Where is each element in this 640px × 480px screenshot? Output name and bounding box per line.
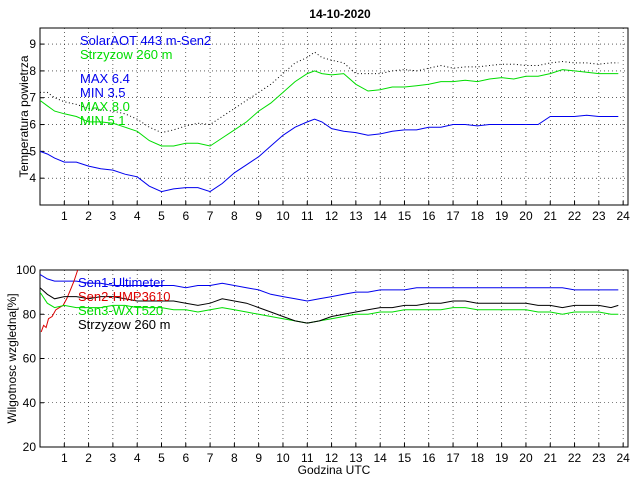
- x-tick-label: 19: [495, 209, 509, 223]
- x-tick-label: 10: [276, 451, 290, 465]
- x-tick-label: 17: [446, 451, 460, 465]
- x-tick-label: 1: [61, 209, 68, 223]
- x-tick-label: 16: [422, 209, 436, 223]
- x-tick-label: 9: [255, 451, 262, 465]
- x-tick-label: 11: [301, 451, 314, 465]
- x-tick-label: 12: [325, 209, 339, 223]
- y-tick-label: 40: [23, 396, 37, 410]
- x-tick-label: 7: [207, 451, 214, 465]
- x-tick-label: 12: [325, 451, 339, 465]
- y-tick-label: 100: [16, 263, 36, 277]
- x-tick-label: 20: [519, 451, 533, 465]
- x-tick-label: 7: [207, 209, 214, 223]
- stat-annotation: MAX 8.0: [80, 99, 130, 114]
- series-line-strzyzow-260-m: [40, 69, 619, 147]
- stat-annotation: MIN 5.1: [80, 113, 126, 128]
- legend-entry: SolarAOT 443 m-Sen2: [80, 33, 211, 48]
- series-line-sen1-ultimeter: [40, 273, 619, 302]
- legend-entry: Strzyzow 260 m: [78, 317, 170, 332]
- x-tick-label: 16: [422, 451, 436, 465]
- legend-entry: Strzyzow 260 m: [80, 47, 172, 62]
- x-tick-label: 5: [158, 451, 165, 465]
- x-tick-label: 15: [398, 451, 412, 465]
- x-tick-label: 20: [519, 209, 533, 223]
- humidity-panel: 1 2 3 4 5 6 7 8 9 10 11 12 13 14 15 16 17 18 19 20 21 22 23 242…: [5, 263, 630, 477]
- y-tick-label: 5: [29, 144, 36, 158]
- x-tick-label: 8: [231, 209, 238, 223]
- x-tick-label: 4: [134, 209, 141, 223]
- x-tick-label: 15: [398, 209, 412, 223]
- x-tick-label: 2: [85, 451, 92, 465]
- series-line-strzyzow-260-m: [40, 287, 619, 324]
- stat-annotation: MAX 6.4: [80, 71, 130, 86]
- legend-entry: Sen2-HMP3610: [78, 289, 171, 304]
- x-tick-label: 9: [255, 209, 262, 223]
- y-tick-label: 8: [29, 64, 36, 78]
- series-line-sen3-wxt520: [40, 291, 619, 324]
- x-tick-label: 6: [182, 209, 189, 223]
- y-tick-label: 7: [29, 91, 36, 105]
- x-tick-label: 14: [373, 451, 387, 465]
- x-tick-label: 22: [568, 209, 582, 223]
- x-tick-label: 3: [110, 451, 117, 465]
- x-tick-label: 4: [134, 451, 141, 465]
- x-tick-label: 5: [158, 209, 165, 223]
- y-tick-label: 80: [23, 307, 37, 321]
- y-tick-label: 20: [23, 440, 37, 454]
- x-tick-label: 22: [568, 451, 582, 465]
- x-tick-label: 10: [276, 209, 290, 223]
- x-tick-label: 1: [61, 451, 68, 465]
- x-tick-label: 3: [110, 209, 117, 223]
- x-tick-label: 23: [592, 209, 606, 223]
- x-tick-label: 24: [616, 451, 630, 465]
- x-tick-label: 23: [592, 451, 606, 465]
- y-axis-label: Wilgotnosc wzgledna[%]: [5, 293, 19, 423]
- y-tick-label: 6: [29, 118, 36, 132]
- x-tick-label: 19: [495, 451, 509, 465]
- y-axis-label: Temperatura powietrza: [17, 55, 31, 177]
- x-tick-label: 18: [471, 209, 485, 223]
- y-tick-label: 4: [29, 171, 36, 185]
- x-tick-label: 14: [373, 209, 387, 223]
- legend-entry: Sen3-WXT520: [78, 303, 163, 318]
- y-tick-label: 60: [23, 352, 37, 366]
- series-line-solaraot-443-m-sen2: [40, 114, 619, 193]
- y-tick-label: 9: [29, 37, 36, 51]
- x-tick-label: 6: [182, 451, 189, 465]
- x-tick-label: 21: [544, 209, 558, 223]
- x-tick-label: 11: [301, 209, 314, 223]
- x-tick-label: 18: [471, 451, 485, 465]
- temperature-panel: 1 2 3 4 5 6 7 8 9 10 11 12 13 14 15 16 17 18 19 20 21 22 23 244…: [17, 27, 630, 223]
- series-line-sen2-hmp3610: [40, 270, 79, 333]
- chart-title: 14-10-2020: [309, 7, 371, 21]
- x-tick-label: 2: [85, 209, 92, 223]
- x-tick-label: 13: [349, 209, 363, 223]
- x-tick-label: 21: [544, 451, 558, 465]
- x-tick-label: 24: [616, 209, 630, 223]
- x-tick-label: 17: [446, 209, 460, 223]
- x-axis-label: Godzina UTC: [298, 463, 371, 477]
- x-tick-label: 13: [349, 451, 363, 465]
- plot-frame: [39, 269, 629, 448]
- stat-annotation: MIN 3.5: [80, 85, 126, 100]
- x-tick-label: 8: [231, 451, 238, 465]
- plot-frame: [39, 27, 629, 206]
- legend-entry: Sen1-Ultimeter: [78, 275, 165, 290]
